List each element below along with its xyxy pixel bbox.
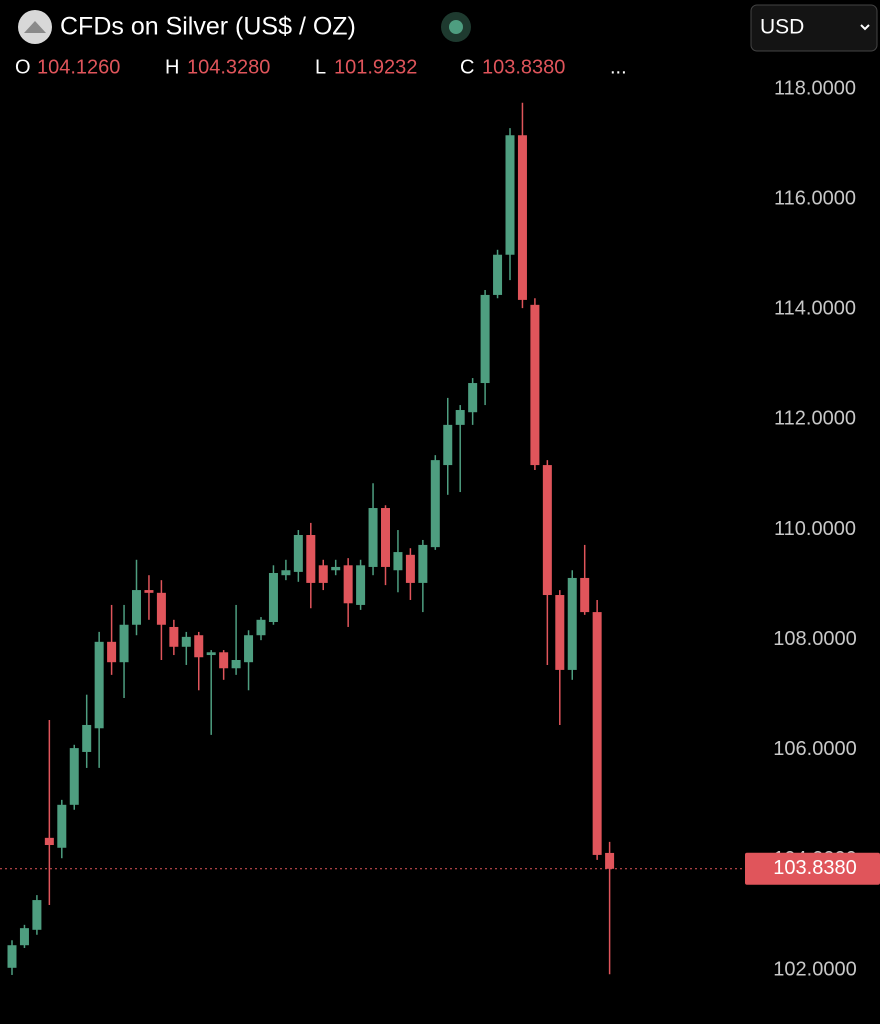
candle-body: [368, 508, 378, 567]
candle-body: [505, 135, 515, 255]
y-tick-label: 108.0000: [773, 628, 856, 650]
candle-body: [356, 565, 366, 605]
candle-body: [293, 535, 303, 572]
ohlc-key: L: [315, 56, 326, 78]
ohlc-value: 104.3280: [187, 56, 270, 78]
symbol-icon-shape: [24, 21, 46, 33]
status-dot: [449, 20, 463, 34]
candle-body: [244, 635, 254, 663]
candle-body: [605, 852, 615, 869]
candle-body: [517, 135, 527, 300]
candle-body: [7, 945, 17, 968]
y-tick-label: 116.0000: [774, 187, 856, 209]
candle-body: [493, 254, 503, 295]
candle-body: [331, 566, 341, 571]
candle-body: [169, 626, 179, 647]
candle-body: [555, 595, 565, 670]
ohlc-key: O: [15, 56, 31, 78]
currency-select[interactable]: [750, 4, 878, 52]
candle-body: [156, 592, 166, 625]
candle-body: [94, 641, 104, 729]
y-tick-label: 118.0000: [774, 77, 856, 99]
more-indicator[interactable]: ...: [610, 56, 627, 78]
candle-body: [144, 590, 154, 593]
ohlc-value: 103.8380: [482, 56, 565, 78]
price-label: 103.8380: [773, 857, 856, 879]
candle-body: [480, 294, 490, 384]
candle-body: [107, 641, 117, 663]
ohlc-key: H: [165, 56, 179, 78]
candle-body: [393, 552, 403, 571]
candle-body: [32, 900, 42, 930]
candle-body: [181, 636, 191, 647]
candle-body: [206, 652, 216, 656]
chart-title: CFDs on Silver (US$ / OZ): [60, 13, 356, 41]
price-label-box: [745, 852, 880, 885]
candle-body: [405, 554, 415, 583]
candle-body: [256, 619, 266, 636]
candle-body: [268, 572, 278, 623]
y-tick-label: 114.0000: [774, 298, 856, 320]
candle-body: [44, 837, 54, 846]
currency-label[interactable]: USD: [760, 16, 804, 39]
candle-body: [530, 304, 540, 466]
y-tick-label: 110.0000: [774, 518, 856, 540]
candle-body: [381, 508, 390, 567]
candle-body: [455, 410, 465, 425]
y-tick-label: 106.0000: [773, 738, 856, 760]
chevron: [860, 24, 870, 31]
y-tick-label: 102.0000: [773, 958, 856, 980]
candle-body: [119, 624, 129, 663]
candle-body: [418, 544, 428, 583]
candle-body: [281, 570, 291, 576]
candle-body: [567, 577, 577, 670]
ohlc-key: C: [460, 56, 474, 78]
candle-body: [132, 590, 141, 625]
ohlc-value: 104.1260: [37, 56, 120, 78]
candle-body: [580, 577, 590, 613]
candle-body: [69, 748, 79, 805]
candle-body: [318, 565, 328, 583]
candle-body: [19, 928, 29, 946]
candle-body: [592, 612, 602, 855]
candle-body: [306, 535, 316, 583]
candle-body: [343, 565, 353, 604]
candle-body: [231, 659, 241, 669]
candle-body: [443, 424, 453, 466]
candle-body: [82, 724, 92, 752]
candle-body: [468, 383, 478, 413]
candle-body: [57, 804, 67, 848]
candle-body: [542, 465, 552, 596]
y-tick-label: 112.0000: [774, 408, 856, 430]
candle-body: [430, 460, 440, 548]
ohlc-value: 101.9232: [334, 56, 417, 78]
candle-body: [194, 635, 204, 658]
candle-body: [219, 652, 229, 669]
